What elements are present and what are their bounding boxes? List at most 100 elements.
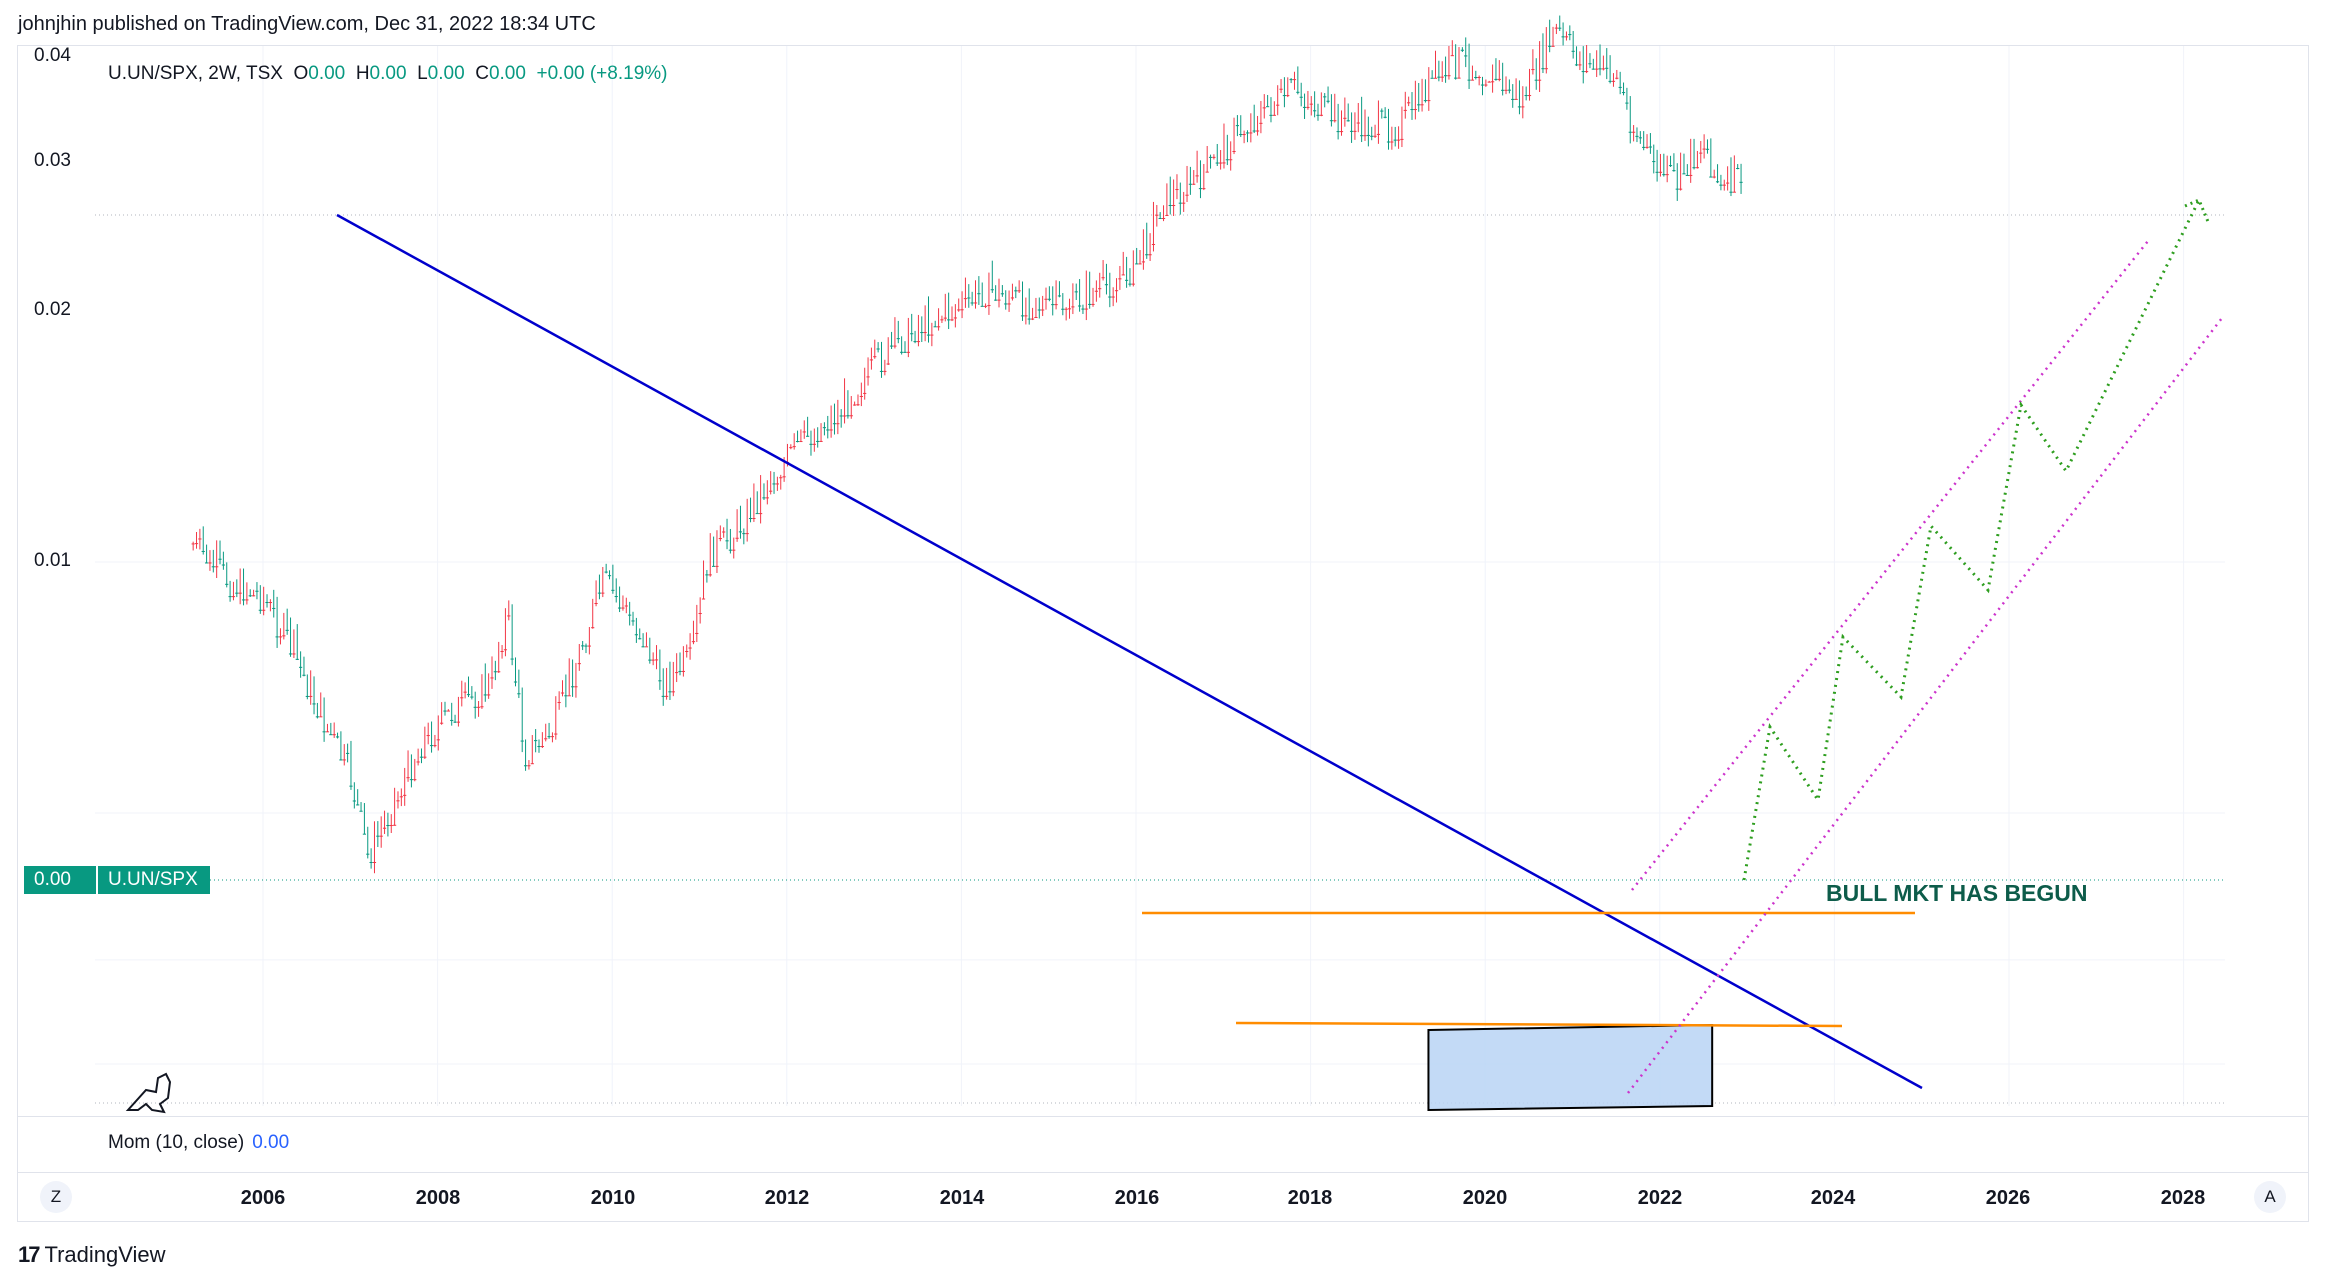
legend-high-value: 0.00	[369, 63, 407, 84]
candle-body	[1124, 279, 1129, 281]
time-axis-separator	[17, 1172, 2309, 1173]
candle-body	[1192, 183, 1196, 185]
x-tick-label: 2028	[2160, 1187, 2206, 1209]
bull-market-annotation[interactable]: BULL MKT HAS BEGUN	[1826, 880, 2088, 906]
candle-body	[883, 370, 887, 372]
candle-body	[450, 719, 454, 721]
candle-body	[1487, 81, 1491, 83]
candle-body	[983, 305, 988, 307]
tradingview-logo[interactable]: 17 TradingView	[18, 1242, 166, 1268]
candle-body	[631, 620, 635, 622]
auto-scale-button[interactable]: A	[2254, 1181, 2286, 1213]
candle-body	[903, 351, 907, 353]
candle-body	[990, 289, 994, 291]
accumulation-box[interactable]	[1427, 1023, 1714, 1112]
y-tick-label: 0.03	[34, 150, 71, 171]
candle-body	[1410, 109, 1414, 111]
candle-body	[1296, 91, 1300, 93]
candle-body	[1266, 106, 1270, 108]
pane-separator[interactable]	[17, 1116, 2309, 1117]
candle-body	[1484, 84, 1488, 86]
candle-body	[1064, 308, 1068, 310]
candle-body	[443, 710, 447, 712]
candle-body	[1178, 202, 1182, 204]
candle-body	[1017, 290, 1021, 292]
candle-body	[1014, 290, 1018, 292]
candle-body	[668, 691, 672, 693]
zoom-button[interactable]: Z	[40, 1181, 72, 1213]
candle-body	[322, 731, 326, 733]
candle-body	[1323, 96, 1327, 98]
candle-body	[745, 533, 749, 535]
channel-lower-line[interactable]	[1627, 317, 2223, 1094]
candle-body	[201, 550, 205, 552]
candle-body	[648, 659, 652, 661]
candle-body	[1151, 243, 1156, 245]
candle-body	[204, 562, 209, 564]
candle-body	[1655, 171, 1659, 173]
candle-body	[1135, 263, 1139, 265]
candle-body	[487, 694, 491, 696]
candle-body	[879, 370, 884, 372]
candle-body	[1689, 174, 1693, 176]
candle-body	[628, 614, 632, 616]
candle-body	[399, 796, 403, 798]
candle-body	[1370, 135, 1374, 137]
candle-body	[208, 562, 212, 564]
candle-body	[1172, 205, 1176, 207]
candle-body	[332, 734, 336, 736]
candle-body	[1618, 86, 1622, 88]
candle-body	[335, 736, 340, 738]
candle-body	[275, 636, 279, 638]
candle-body	[480, 706, 484, 708]
candle-body	[1407, 102, 1411, 104]
candle-body	[641, 646, 645, 648]
candle-body	[809, 443, 813, 445]
candle-body	[634, 634, 638, 636]
candle-body	[836, 423, 840, 425]
candle-body	[930, 334, 934, 336]
channel-upper-line[interactable]	[1631, 240, 2149, 891]
candle-body	[362, 833, 367, 835]
candle-body	[1175, 189, 1179, 191]
support-line[interactable]	[1235, 1021, 1843, 1028]
candle-body	[950, 319, 954, 321]
candle-body	[1625, 102, 1629, 104]
indicator-value: 0.00	[252, 1132, 290, 1153]
projection-arrowhead[interactable]	[2184, 198, 2211, 225]
candle-body	[1679, 188, 1683, 190]
candle-body	[1316, 114, 1320, 116]
descending-trendline[interactable]	[336, 213, 1923, 1090]
candle-body	[372, 862, 377, 864]
candle-body	[1108, 296, 1112, 298]
candle-body	[910, 333, 914, 335]
candle-body	[1719, 184, 1723, 186]
candle-body	[947, 319, 951, 321]
candle-body	[980, 305, 984, 307]
candle-body	[1020, 315, 1025, 317]
candle-body	[752, 518, 756, 520]
candle-body	[1668, 165, 1673, 167]
candle-body	[748, 518, 753, 520]
candle-body	[476, 706, 481, 708]
candle-body	[621, 607, 625, 609]
candle-body	[218, 558, 222, 560]
candle-body	[1084, 308, 1088, 310]
candle-body	[483, 694, 487, 696]
projection-path[interactable]	[1742, 199, 2201, 881]
candle-body	[1249, 132, 1253, 134]
candle-body	[1702, 148, 1706, 150]
y-tick-label: 0.04	[34, 45, 71, 66]
legend-low-value: 0.00	[427, 63, 465, 84]
candle-body	[382, 827, 387, 829]
candle-body	[1289, 79, 1293, 81]
candle-body	[1732, 191, 1736, 193]
candle-body	[762, 497, 766, 499]
candle-body	[406, 777, 410, 779]
candle-body	[1329, 120, 1334, 122]
candle-body	[245, 599, 249, 601]
candle-body	[1077, 305, 1082, 307]
tradingview-logo-text: TradingView	[44, 1242, 166, 1267]
candle-body	[1343, 117, 1347, 119]
